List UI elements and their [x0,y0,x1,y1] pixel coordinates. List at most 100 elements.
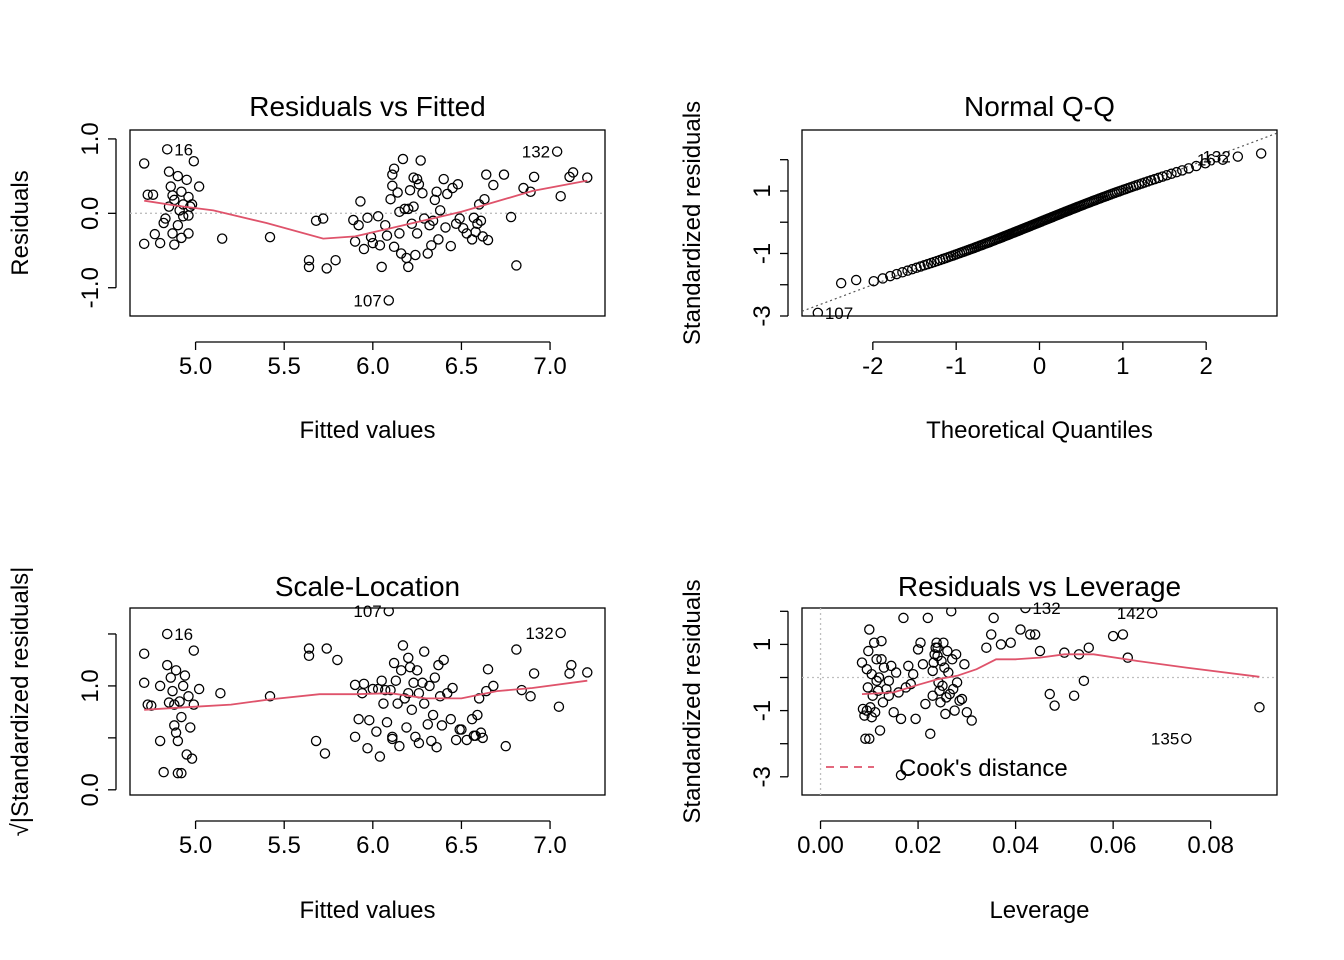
data-point [995,639,1007,650]
x-tick-label: 0.00 [797,832,844,859]
data-point [417,677,428,689]
data-point [379,684,391,696]
data-point [348,214,359,226]
data-point [582,667,593,678]
data-point [149,228,161,240]
data-point [1044,688,1055,700]
panel-4: Residuals vs Leverage Leverage Standardize… [679,571,1278,924]
data-point [176,186,187,198]
x-tick-label: 0.04 [992,832,1039,859]
x-tick-label: 5.0 [179,353,212,380]
data-point [138,677,150,689]
data-point [864,624,875,635]
smoother-line [144,679,588,711]
data-point [374,240,386,251]
data-point [1254,702,1265,713]
data-point [181,174,192,186]
data-point [1200,157,1211,169]
data-point [185,722,196,733]
panel-1: Residuals vs Fitted Fitted values Residual… [7,91,606,444]
data-point [861,705,873,716]
data-point [488,179,499,191]
data-point [1177,165,1188,176]
data-point [945,608,957,617]
data-point [445,713,457,725]
data-point [179,670,191,681]
data-point [172,170,184,182]
data-point [475,215,487,227]
data-point [388,163,400,174]
data-point [505,211,517,223]
data-point [438,173,449,185]
panel-3: Scale-Location Fitted values √|Standardize… [7,567,606,924]
y-axis-label: √|Standardized residuals| [7,567,34,837]
plot-area [130,144,605,306]
data-point [188,699,200,710]
data-point [427,215,439,227]
data-point [475,727,487,738]
data-point [165,672,177,683]
data-point [355,196,366,207]
plot-frame [129,607,606,796]
data-point [859,710,870,721]
plot-area [138,608,593,779]
smoother-line [861,653,1260,695]
data-point [885,660,897,672]
data-point [936,655,947,667]
data-point [866,711,877,723]
data-point [397,153,409,165]
data-point [188,645,200,656]
data-point [498,169,510,180]
x-tick-label: 6.0 [356,832,389,859]
y-tick-label: -1.0 [77,267,104,308]
data-point [169,699,180,710]
point-label: 107 [353,602,381,621]
data-point [408,201,419,212]
data-point [835,277,847,289]
data-point [401,722,412,733]
data-point [163,166,175,177]
data-point [138,238,150,250]
data-point [362,212,373,224]
data-point [147,189,159,200]
data-point [172,735,184,747]
data-point [433,234,444,245]
chart-title: Scale-Location [275,571,460,602]
point-label: 107 [353,291,381,310]
data-point [413,737,425,749]
data-point [555,627,566,639]
plot-area [802,608,1277,795]
data-point [551,146,563,157]
data-point [897,267,908,278]
data-point [403,652,414,664]
data-point [381,230,393,241]
y-tick-label: 1 [749,184,776,197]
data-point [410,731,421,743]
data-point [410,249,421,261]
data-point [418,698,430,709]
data-point [452,179,464,190]
data-point [480,169,492,180]
data-point [480,685,492,697]
data-point [358,243,370,255]
data-point [188,155,200,167]
y-tick-label: 1 [749,638,776,651]
data-point [1161,170,1173,181]
data-point [413,179,425,190]
data-point [1034,645,1046,657]
data-point [876,654,887,665]
data-point [431,741,442,753]
y-axis: -3 -1 1 [749,610,789,787]
data-point [154,735,166,747]
data-point [367,683,379,695]
data-point [264,231,276,243]
point-label: 132 [1202,148,1230,167]
data-point [434,691,446,702]
y-axis: -3 -1 1 [749,159,789,327]
data-point [877,697,889,708]
data-point [482,234,494,246]
data-point [920,698,931,710]
data-point [447,682,458,694]
data-point [358,678,370,690]
data-point [850,274,862,286]
